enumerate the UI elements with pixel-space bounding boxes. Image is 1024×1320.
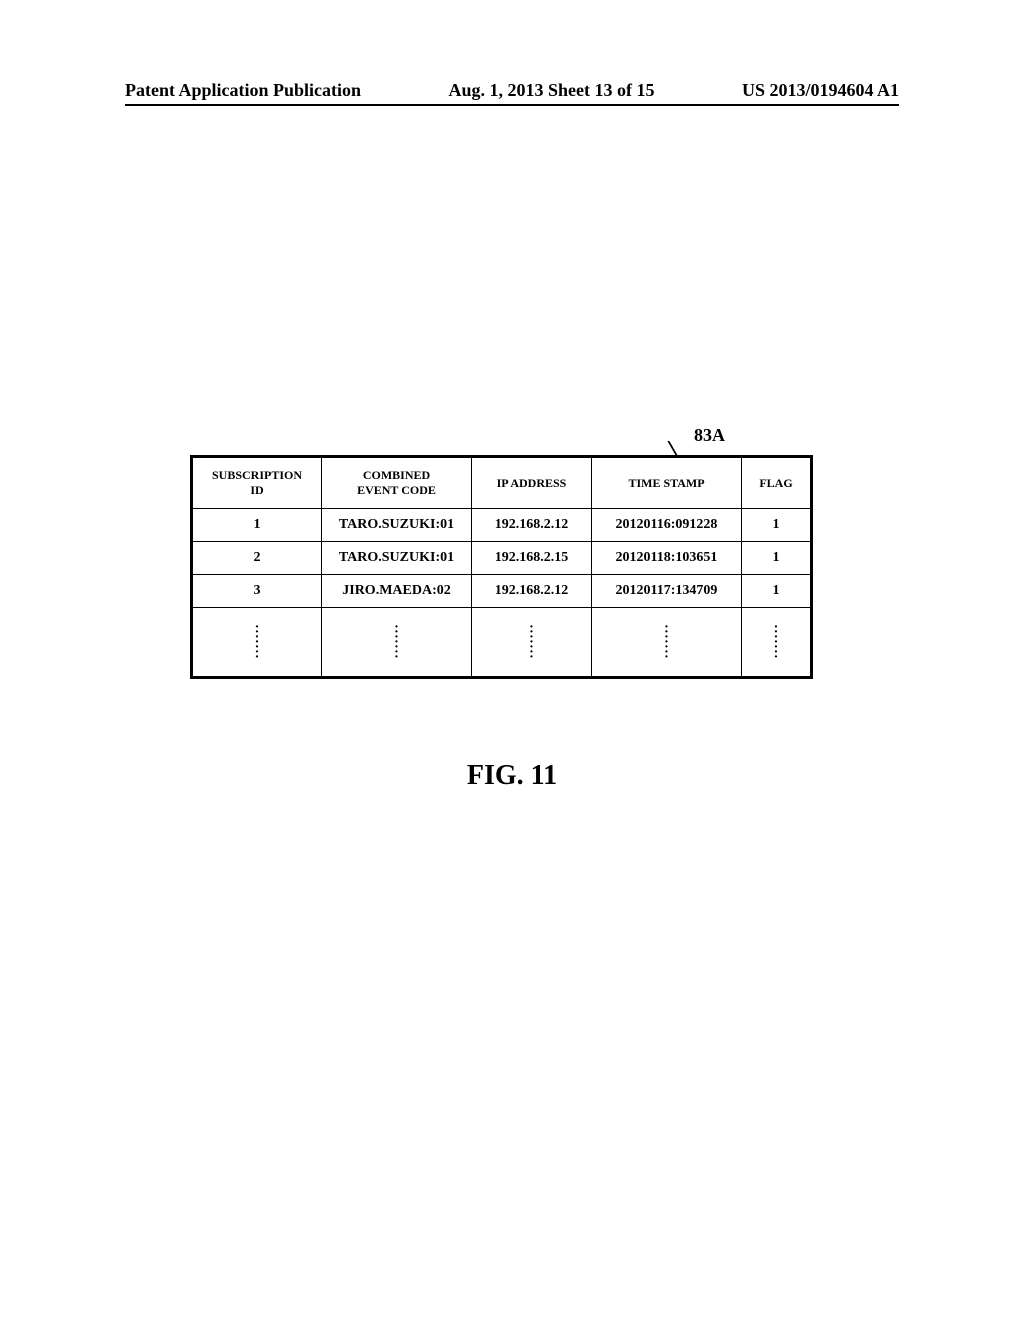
- col-time-stamp: TIME STAMP: [592, 457, 742, 509]
- table-row-ellipsis: ······· ······· ······· ······· ·······: [192, 608, 812, 678]
- cell-code: TARO.SUZUKI:01: [322, 542, 472, 575]
- cell-id: 3: [192, 575, 322, 608]
- cell-id: 2: [192, 542, 322, 575]
- header-publication: Patent Application Publication: [125, 80, 361, 101]
- cell-ip: 192.168.2.12: [472, 509, 592, 542]
- ellipsis-icon: ·······: [192, 608, 322, 678]
- cell-ts: 20120116:091228: [592, 509, 742, 542]
- figure-caption: FIG. 11: [0, 760, 1024, 792]
- page-header: Patent Application Publication Aug. 1, 2…: [125, 80, 899, 101]
- cell-ts: 20120117:134709: [592, 575, 742, 608]
- table-row: 3 JIRO.MAEDA:02 192.168.2.12 20120117:13…: [192, 575, 812, 608]
- header-date-sheet: Aug. 1, 2013 Sheet 13 of 15: [449, 80, 655, 101]
- cell-flag: 1: [742, 542, 812, 575]
- ellipsis-icon: ·······: [472, 608, 592, 678]
- cell-ts: 20120118:103651: [592, 542, 742, 575]
- header-rule: [125, 104, 899, 106]
- cell-flag: 1: [742, 575, 812, 608]
- header-pubnumber: US 2013/0194604 A1: [742, 80, 899, 101]
- reference-numeral: 83A: [694, 425, 725, 446]
- col-ip-address: IP ADDRESS: [472, 457, 592, 509]
- cell-code: JIRO.MAEDA:02: [322, 575, 472, 608]
- patent-page: Patent Application Publication Aug. 1, 2…: [0, 0, 1024, 1320]
- ellipsis-icon: ·······: [742, 608, 812, 678]
- ellipsis-icon: ·······: [322, 608, 472, 678]
- col-flag: FLAG: [742, 457, 812, 509]
- table-header-row: SUBSCRIPTIONID COMBINEDEVENT CODE IP ADD…: [192, 457, 812, 509]
- figure-11: 83A SUBSCRIPTIONID COMBINEDEVENT CODE IP…: [190, 455, 810, 679]
- table-row: 1 TARO.SUZUKI:01 192.168.2.12 20120116:0…: [192, 509, 812, 542]
- table-row: 2 TARO.SUZUKI:01 192.168.2.15 20120118:1…: [192, 542, 812, 575]
- subscription-table: SUBSCRIPTIONID COMBINEDEVENT CODE IP ADD…: [190, 455, 813, 679]
- cell-code: TARO.SUZUKI:01: [322, 509, 472, 542]
- ellipsis-icon: ·······: [592, 608, 742, 678]
- cell-ip: 192.168.2.12: [472, 575, 592, 608]
- col-subscription-id: SUBSCRIPTIONID: [192, 457, 322, 509]
- cell-flag: 1: [742, 509, 812, 542]
- cell-ip: 192.168.2.15: [472, 542, 592, 575]
- col-combined-event-code: COMBINEDEVENT CODE: [322, 457, 472, 509]
- cell-id: 1: [192, 509, 322, 542]
